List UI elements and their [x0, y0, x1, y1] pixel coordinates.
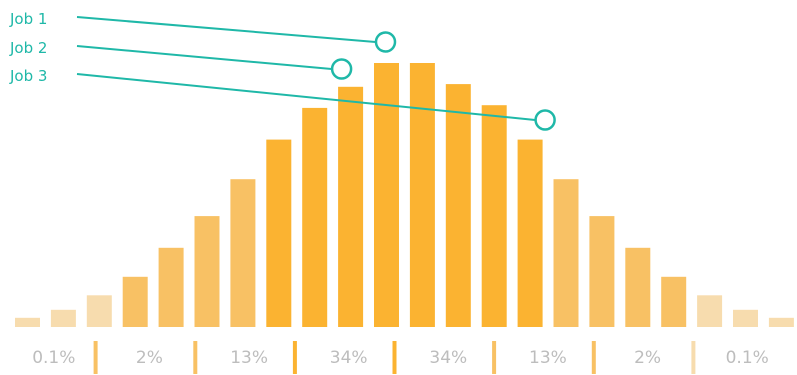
- segment-label-1: 0.1%: [32, 348, 75, 368]
- job-leader-line-1: [76, 16, 376, 43]
- job-marker-3: [534, 109, 556, 131]
- bar-19: [661, 276, 687, 327]
- bar-12: [409, 63, 435, 327]
- job-label-1: Job 1: [9, 10, 47, 28]
- bar-15: [517, 139, 543, 327]
- segment-divider-4: [392, 341, 397, 374]
- segment-divider-5: [492, 341, 497, 374]
- segment-label-3: 13%: [230, 348, 268, 368]
- segment-label-2: 2%: [136, 348, 163, 368]
- bar-21: [733, 309, 758, 327]
- bar-11: [374, 63, 399, 327]
- segment-label-8: 0.1%: [726, 348, 769, 368]
- segment-divider-6: [591, 341, 596, 374]
- bar-5: [158, 247, 184, 327]
- segment-divider-7: [691, 341, 696, 374]
- segment-divider-2: [193, 341, 198, 374]
- bar-6: [194, 216, 220, 327]
- bars-group: [15, 63, 794, 328]
- bar-10: [338, 86, 364, 327]
- bar-20: [697, 295, 723, 327]
- job-marker-1: [374, 31, 397, 53]
- bar-16: [553, 179, 579, 327]
- bar-18: [625, 247, 651, 327]
- bar-14: [481, 105, 507, 327]
- job-label-2: Job 2: [9, 39, 47, 57]
- bar-9: [302, 107, 328, 328]
- job-marker-2: [330, 58, 353, 80]
- bar-4: [122, 276, 148, 327]
- bar-7: [230, 179, 256, 327]
- segment-label-6: 13%: [529, 348, 567, 368]
- bar-22: [768, 317, 794, 327]
- segment-label-7: 2%: [634, 348, 661, 368]
- bar-2: [50, 309, 76, 327]
- bar-3: [86, 295, 112, 327]
- bar-17: [589, 216, 615, 327]
- bar-13: [445, 84, 471, 327]
- segment-divider-3: [292, 341, 297, 374]
- segment-label-4: 34%: [330, 348, 368, 368]
- segment-labels-group: 0.1% 2% 13% 34% 34% 13% 2% 0.1%: [32, 341, 769, 374]
- job-annotations-group: Job 1 Job 2 Job 3: [9, 10, 556, 131]
- segment-label-5: 34%: [429, 348, 467, 368]
- segment-divider-1: [93, 341, 98, 374]
- job-leader-line-2: [76, 45, 332, 70]
- bar-1: [15, 317, 40, 327]
- bar-8: [266, 139, 292, 327]
- job-leader-line-3: [76, 73, 536, 121]
- job-label-3: Job 3: [9, 67, 47, 85]
